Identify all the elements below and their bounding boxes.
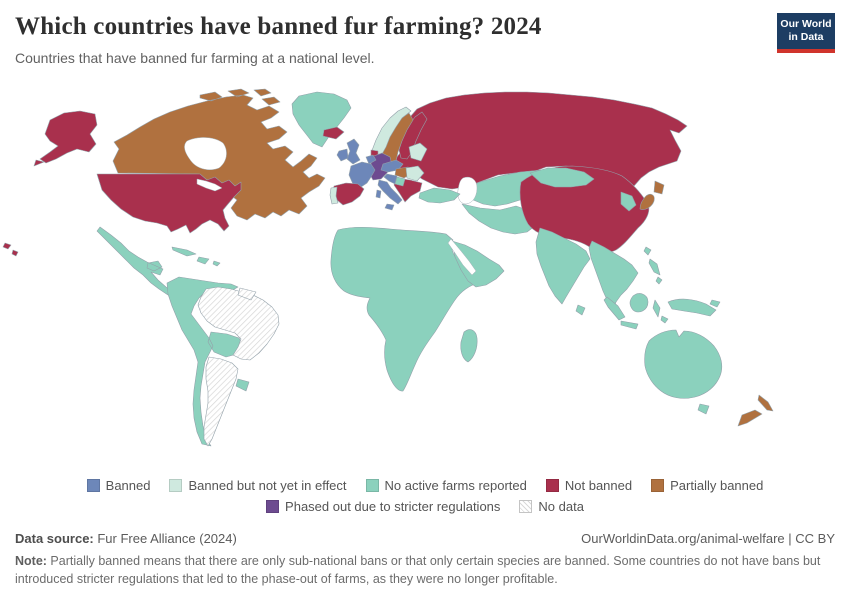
owid-logo[interactable]: Our World in Data [777, 13, 835, 53]
legend-item-partially-banned[interactable]: Partially banned [651, 478, 763, 493]
region-korea[interactable] [620, 191, 637, 212]
legend-swatch-no-data [519, 500, 533, 513]
region-benelux[interactable] [365, 154, 377, 165]
legend-swatch-partially-banned [651, 479, 665, 492]
legend-item-banned-not-in-effect[interactable]: Banned but not yet in effect [169, 478, 347, 493]
region-croatia-bosnia[interactable] [383, 173, 398, 185]
region-hawaii[interactable] [2, 242, 19, 257]
chart-footer: Data source: Fur Free Alliance (2024) Ou… [15, 531, 835, 588]
caspian-sea [457, 176, 478, 205]
region-middle-east[interactable] [461, 203, 540, 235]
region-mongolia[interactable] [529, 167, 595, 188]
hudson-bay [184, 137, 227, 170]
chart-subtitle: Countries that have banned fur farming a… [15, 50, 375, 66]
region-indonesia[interactable] [603, 293, 669, 330]
world-map [0, 86, 850, 470]
great-lakes [196, 178, 223, 192]
region-new-zealand[interactable] [737, 394, 774, 427]
region-alaska[interactable] [33, 110, 98, 167]
legend-label: Partially banned [670, 478, 764, 493]
region-new-guinea[interactable] [667, 298, 721, 317]
region-serbia[interactable] [394, 176, 406, 187]
legend-swatch-no-active-farms [365, 479, 379, 492]
legend-item-no-active-farms[interactable]: No active farms reported [365, 478, 527, 493]
region-argentina[interactable] [203, 356, 239, 447]
red-sea [447, 238, 477, 276]
region-iceland[interactable] [322, 126, 345, 140]
chart-header: Which countries have banned fur farming?… [15, 12, 755, 66]
owid-link[interactable]: OurWorldinData.org/animal-welfare | CC B… [581, 530, 835, 546]
data-source-value: Fur Free Alliance (2024) [93, 530, 237, 546]
legend-label: Banned but not yet in effect [188, 478, 347, 493]
data-source-label: Data source: [15, 530, 94, 546]
legend-label: Phased out due to stricter regulations [285, 499, 501, 514]
map-legend-row-1: Banned Banned but not yet in effect No a… [0, 478, 850, 493]
region-guyanas[interactable] [237, 287, 257, 301]
footnote: Note: Partially banned means that there … [15, 552, 835, 588]
legend-label: No data [538, 499, 584, 514]
legend-label: Banned [105, 478, 151, 493]
legend-item-banned[interactable]: Banned [86, 478, 151, 493]
region-baltics[interactable] [408, 142, 428, 162]
map-legend-row-2: Phased out due to stricter regulations N… [0, 499, 850, 514]
region-india[interactable] [535, 227, 591, 316]
legend-swatch-banned [86, 479, 100, 492]
owid-logo-box: Our World in Data [777, 13, 835, 49]
world-map-svg [2, 88, 774, 447]
legend-label: No active farms reported [384, 478, 527, 493]
legend-item-phased-out[interactable]: Phased out due to stricter regulations [266, 499, 500, 514]
region-greenland[interactable] [291, 91, 352, 148]
region-southeast-asia[interactable] [588, 240, 639, 311]
region-caribbean[interactable] [171, 246, 221, 267]
region-france[interactable] [348, 161, 376, 188]
data-source: Data source: Fur Free Alliance (2024) [15, 531, 237, 546]
region-italy[interactable] [375, 179, 403, 211]
region-uk[interactable] [346, 138, 361, 165]
region-ireland[interactable] [336, 148, 349, 162]
page-title: Which countries have banned fur farming?… [15, 13, 542, 40]
region-australia[interactable] [644, 329, 723, 415]
legend-swatch-not-banned [545, 479, 559, 492]
region-japan[interactable] [639, 180, 665, 210]
legend-swatch-banned-not-in-effect [169, 479, 183, 492]
region-madagascar[interactable] [460, 329, 478, 363]
region-taiwan[interactable] [643, 246, 652, 256]
owid-logo-line1: Our World [780, 18, 832, 31]
footnote-label: Note: [15, 553, 47, 568]
owid-logo-redbar [777, 49, 835, 53]
region-turkey[interactable] [418, 187, 461, 204]
region-africa[interactable] [330, 226, 480, 392]
owid-logo-line2: in Data [788, 31, 824, 43]
footnote-value: Partially banned means that there are on… [15, 553, 821, 586]
region-arabia[interactable] [451, 240, 505, 288]
legend-swatch-phased-out [266, 500, 280, 513]
region-portugal[interactable] [329, 186, 339, 205]
legend-item-not-banned[interactable]: Not banned [545, 478, 633, 493]
legend-label: Not banned [564, 478, 633, 493]
region-romania[interactable] [405, 165, 425, 182]
legend-item-no-data[interactable]: No data [519, 499, 584, 514]
region-usa[interactable] [96, 173, 242, 234]
region-philippines[interactable] [648, 258, 663, 285]
